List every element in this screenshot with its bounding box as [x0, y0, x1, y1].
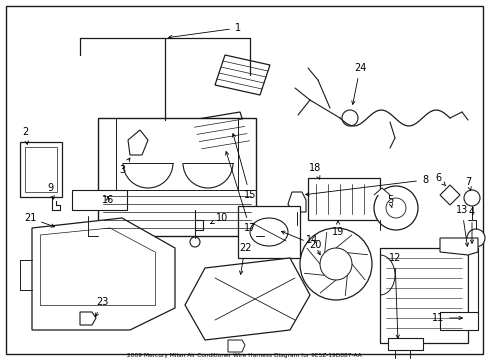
Polygon shape — [80, 312, 96, 325]
Text: 15: 15 — [232, 134, 256, 200]
Text: 20: 20 — [281, 231, 321, 250]
Polygon shape — [439, 185, 459, 205]
Polygon shape — [32, 218, 175, 330]
Bar — [72, 190, 127, 210]
Polygon shape — [227, 340, 244, 352]
Circle shape — [319, 248, 351, 280]
Text: 19: 19 — [331, 221, 344, 237]
Bar — [387, 338, 422, 350]
Polygon shape — [128, 130, 148, 155]
Text: 11: 11 — [431, 313, 461, 323]
Text: 7: 7 — [464, 177, 470, 190]
Text: 2009 Mercury Milan Air Conditioner Wire Harness Diagram for 9E5Z-19D887-AA: 2009 Mercury Milan Air Conditioner Wire … — [126, 352, 361, 357]
Text: 21: 21 — [24, 213, 54, 227]
Bar — [20, 142, 62, 197]
Text: 22: 22 — [238, 243, 251, 274]
Circle shape — [299, 228, 371, 300]
Bar — [238, 206, 299, 258]
Ellipse shape — [249, 218, 287, 246]
Polygon shape — [287, 192, 305, 212]
Text: 9: 9 — [47, 183, 54, 199]
Text: 14: 14 — [305, 235, 320, 255]
Text: 6: 6 — [434, 173, 445, 186]
Circle shape — [373, 186, 417, 230]
Text: 3: 3 — [119, 158, 130, 175]
Text: 24: 24 — [351, 63, 366, 104]
Polygon shape — [184, 258, 309, 340]
Polygon shape — [215, 55, 269, 95]
Bar — [307, 178, 379, 220]
Text: 17: 17 — [225, 152, 256, 233]
Text: 1: 1 — [168, 23, 241, 39]
Text: 23: 23 — [95, 297, 108, 316]
Circle shape — [341, 110, 357, 126]
Text: 18: 18 — [308, 163, 321, 179]
Circle shape — [190, 237, 200, 247]
Bar — [467, 248, 477, 313]
Circle shape — [466, 229, 484, 247]
Text: 2: 2 — [22, 127, 28, 144]
Bar — [25, 147, 57, 192]
Circle shape — [385, 198, 405, 218]
Text: 10: 10 — [210, 213, 228, 224]
Text: 16: 16 — [102, 195, 114, 205]
Text: 12: 12 — [388, 253, 400, 338]
Polygon shape — [373, 188, 389, 195]
Polygon shape — [439, 312, 477, 330]
Bar — [379, 248, 467, 343]
Text: 8: 8 — [305, 175, 427, 196]
Polygon shape — [192, 112, 251, 156]
Text: 4: 4 — [468, 207, 474, 243]
Polygon shape — [439, 238, 477, 255]
Circle shape — [463, 190, 479, 206]
Text: 13: 13 — [455, 205, 468, 246]
Bar — [98, 118, 256, 236]
Text: 5: 5 — [386, 195, 392, 208]
